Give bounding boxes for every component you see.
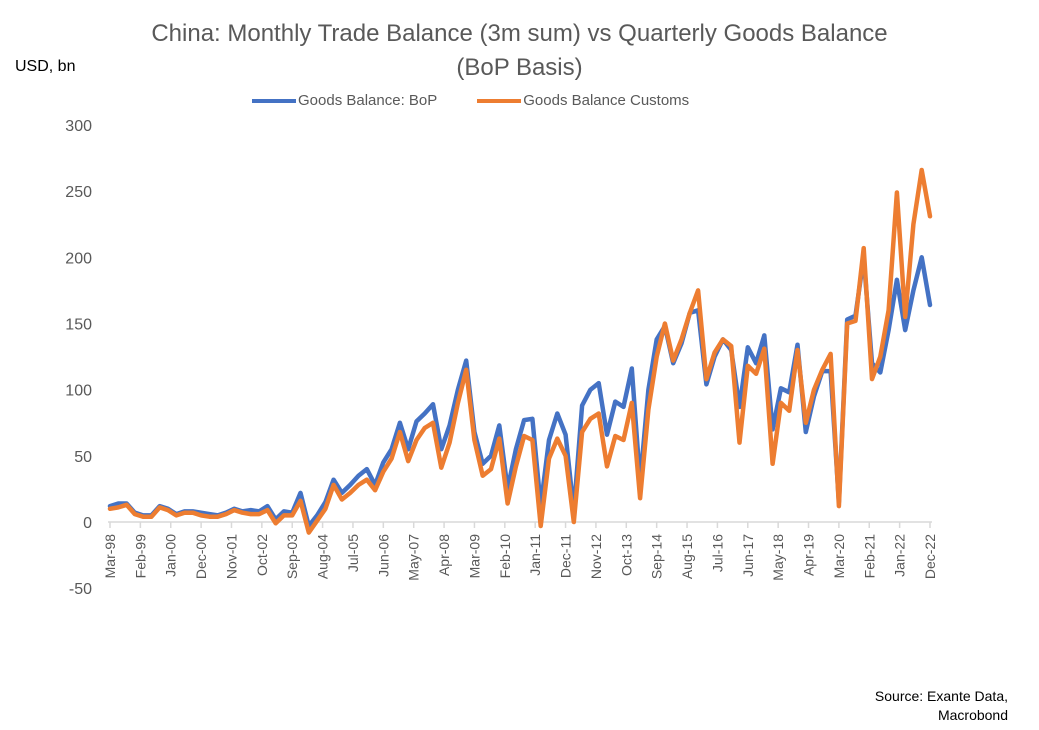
x-tick-label: Jan-11 (527, 534, 543, 576)
x-tick-label: Aug-04 (315, 534, 331, 579)
y-axis-label: USD, bn (15, 58, 76, 75)
x-tick-label: Feb-10 (497, 534, 513, 579)
x-tick-label: Jul-16 (709, 534, 725, 572)
x-tick-label: Feb-21 (861, 534, 877, 579)
x-tick-label: Mar-09 (466, 534, 482, 579)
legend-label-bop: Goods Balance: BoP (298, 92, 438, 109)
x-tick-label: Feb-99 (132, 534, 148, 579)
x-tick-label: Aug-15 (679, 534, 695, 579)
source-note: Source: Exante Data, Macrobond (875, 687, 1008, 725)
x-tick-label: Dec-22 (922, 534, 938, 579)
chart-title-line2: (BoP Basis) (456, 54, 583, 81)
x-tick-label: Jun-06 (375, 534, 391, 577)
x-tick-label: Mar-98 (102, 534, 118, 579)
x-tick-label: Sep-03 (284, 534, 300, 579)
source-line2: Macrobond (937, 707, 1008, 723)
series-line-bop (107, 255, 933, 529)
legend-swatch-customs (477, 98, 522, 103)
x-tick-label: Dec-11 (558, 534, 574, 578)
chart-title-line1: China: Monthly Trade Balance (3m sum) vs… (151, 20, 888, 47)
y-tick-label: 0 (83, 515, 92, 532)
x-tick-label: Jun-17 (740, 534, 756, 577)
x-tick-label: Oct-13 (618, 534, 634, 576)
y-tick-label: 300 (65, 118, 92, 135)
x-tick-label: Jan-00 (163, 534, 179, 577)
x-tick-label: Oct-02 (254, 534, 270, 576)
x-tick-label: May-07 (406, 534, 422, 581)
x-tick-label: Sep-14 (649, 534, 665, 579)
source-line1: Source: Exante Data, (874, 688, 1008, 704)
legend-label-customs: Goods Balance Customs (523, 92, 690, 109)
x-tick-label: Mar-20 (831, 534, 847, 579)
series-line-customs (107, 167, 933, 535)
x-tick-label: Apr-19 (801, 534, 817, 576)
legend-item-bop: Goods Balance: BoP (252, 92, 437, 109)
legend: Goods Balance: BoP Goods Balance Customs (252, 92, 689, 109)
x-tick-label: Apr-08 (436, 534, 452, 576)
legend-swatch-bop (252, 98, 296, 103)
x-tick-label: Nov-01 (223, 534, 239, 579)
y-tick-label: 100 (65, 383, 92, 400)
legend-item-customs: Goods Balance Customs (477, 92, 689, 109)
x-tick-label: Jan-22 (892, 534, 908, 577)
x-tick-label: Nov-12 (588, 534, 604, 579)
x-tick-label: Jul-05 (345, 534, 361, 572)
x-tick-label: Dec-00 (193, 534, 209, 579)
y-tick-label: 200 (65, 250, 92, 267)
x-tick-label: May-18 (770, 534, 786, 581)
y-tick-label: 150 (65, 317, 92, 334)
y-tick-label: 50 (74, 449, 92, 466)
y-tick-label: -50 (69, 581, 92, 598)
y-tick-label: 250 (65, 184, 92, 201)
